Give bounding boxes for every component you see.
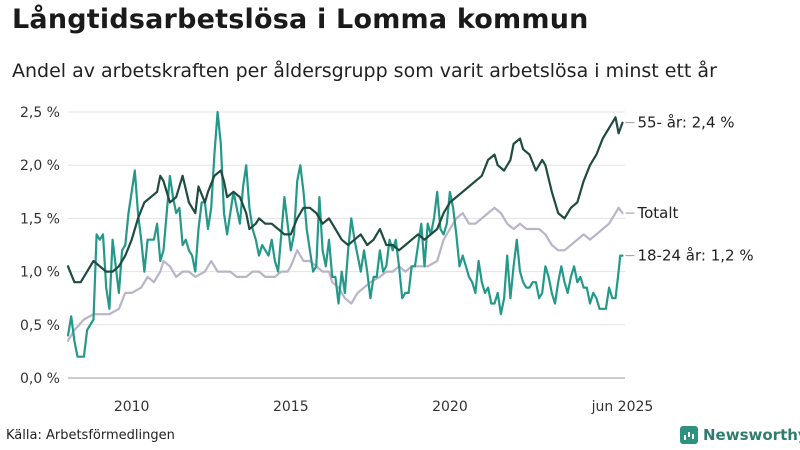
y-tick-label: 1,5 % (20, 211, 60, 227)
y-tick-label: 0,5 % (20, 318, 60, 334)
y-tick-label: 1,0 % (20, 265, 60, 281)
x-tick-label: 2010 (114, 399, 150, 415)
x-tick-label: jun 2025 (591, 399, 654, 415)
y-tick-label: 0,0 % (20, 371, 60, 387)
series-end-label: 18-24 år: 1,2 % (637, 247, 753, 265)
series-line (66, 206, 624, 342)
brand-name: Newsworthy (703, 426, 800, 444)
chart-title: Långtidsarbetslösa i Lomma kommun (12, 4, 589, 35)
brand-logo: Newsworthy (680, 426, 800, 444)
y-tick-label: 2,0 % (20, 158, 60, 174)
source-note: Källa: Arbetsförmedlingen (6, 428, 175, 443)
series-end-label: 55- år: 2,4 % (637, 114, 734, 132)
chart-subtitle: Andel av arbetskraften per åldersgrupp s… (12, 60, 717, 82)
x-tick-label: 2020 (432, 399, 468, 415)
bar-chart-icon (680, 426, 698, 444)
series-line (66, 110, 624, 358)
y-tick-label: 2,5 % (20, 105, 60, 121)
series-line (66, 116, 624, 284)
x-tick-label: 2015 (273, 399, 309, 415)
series-end-label: Totalt (636, 204, 678, 222)
